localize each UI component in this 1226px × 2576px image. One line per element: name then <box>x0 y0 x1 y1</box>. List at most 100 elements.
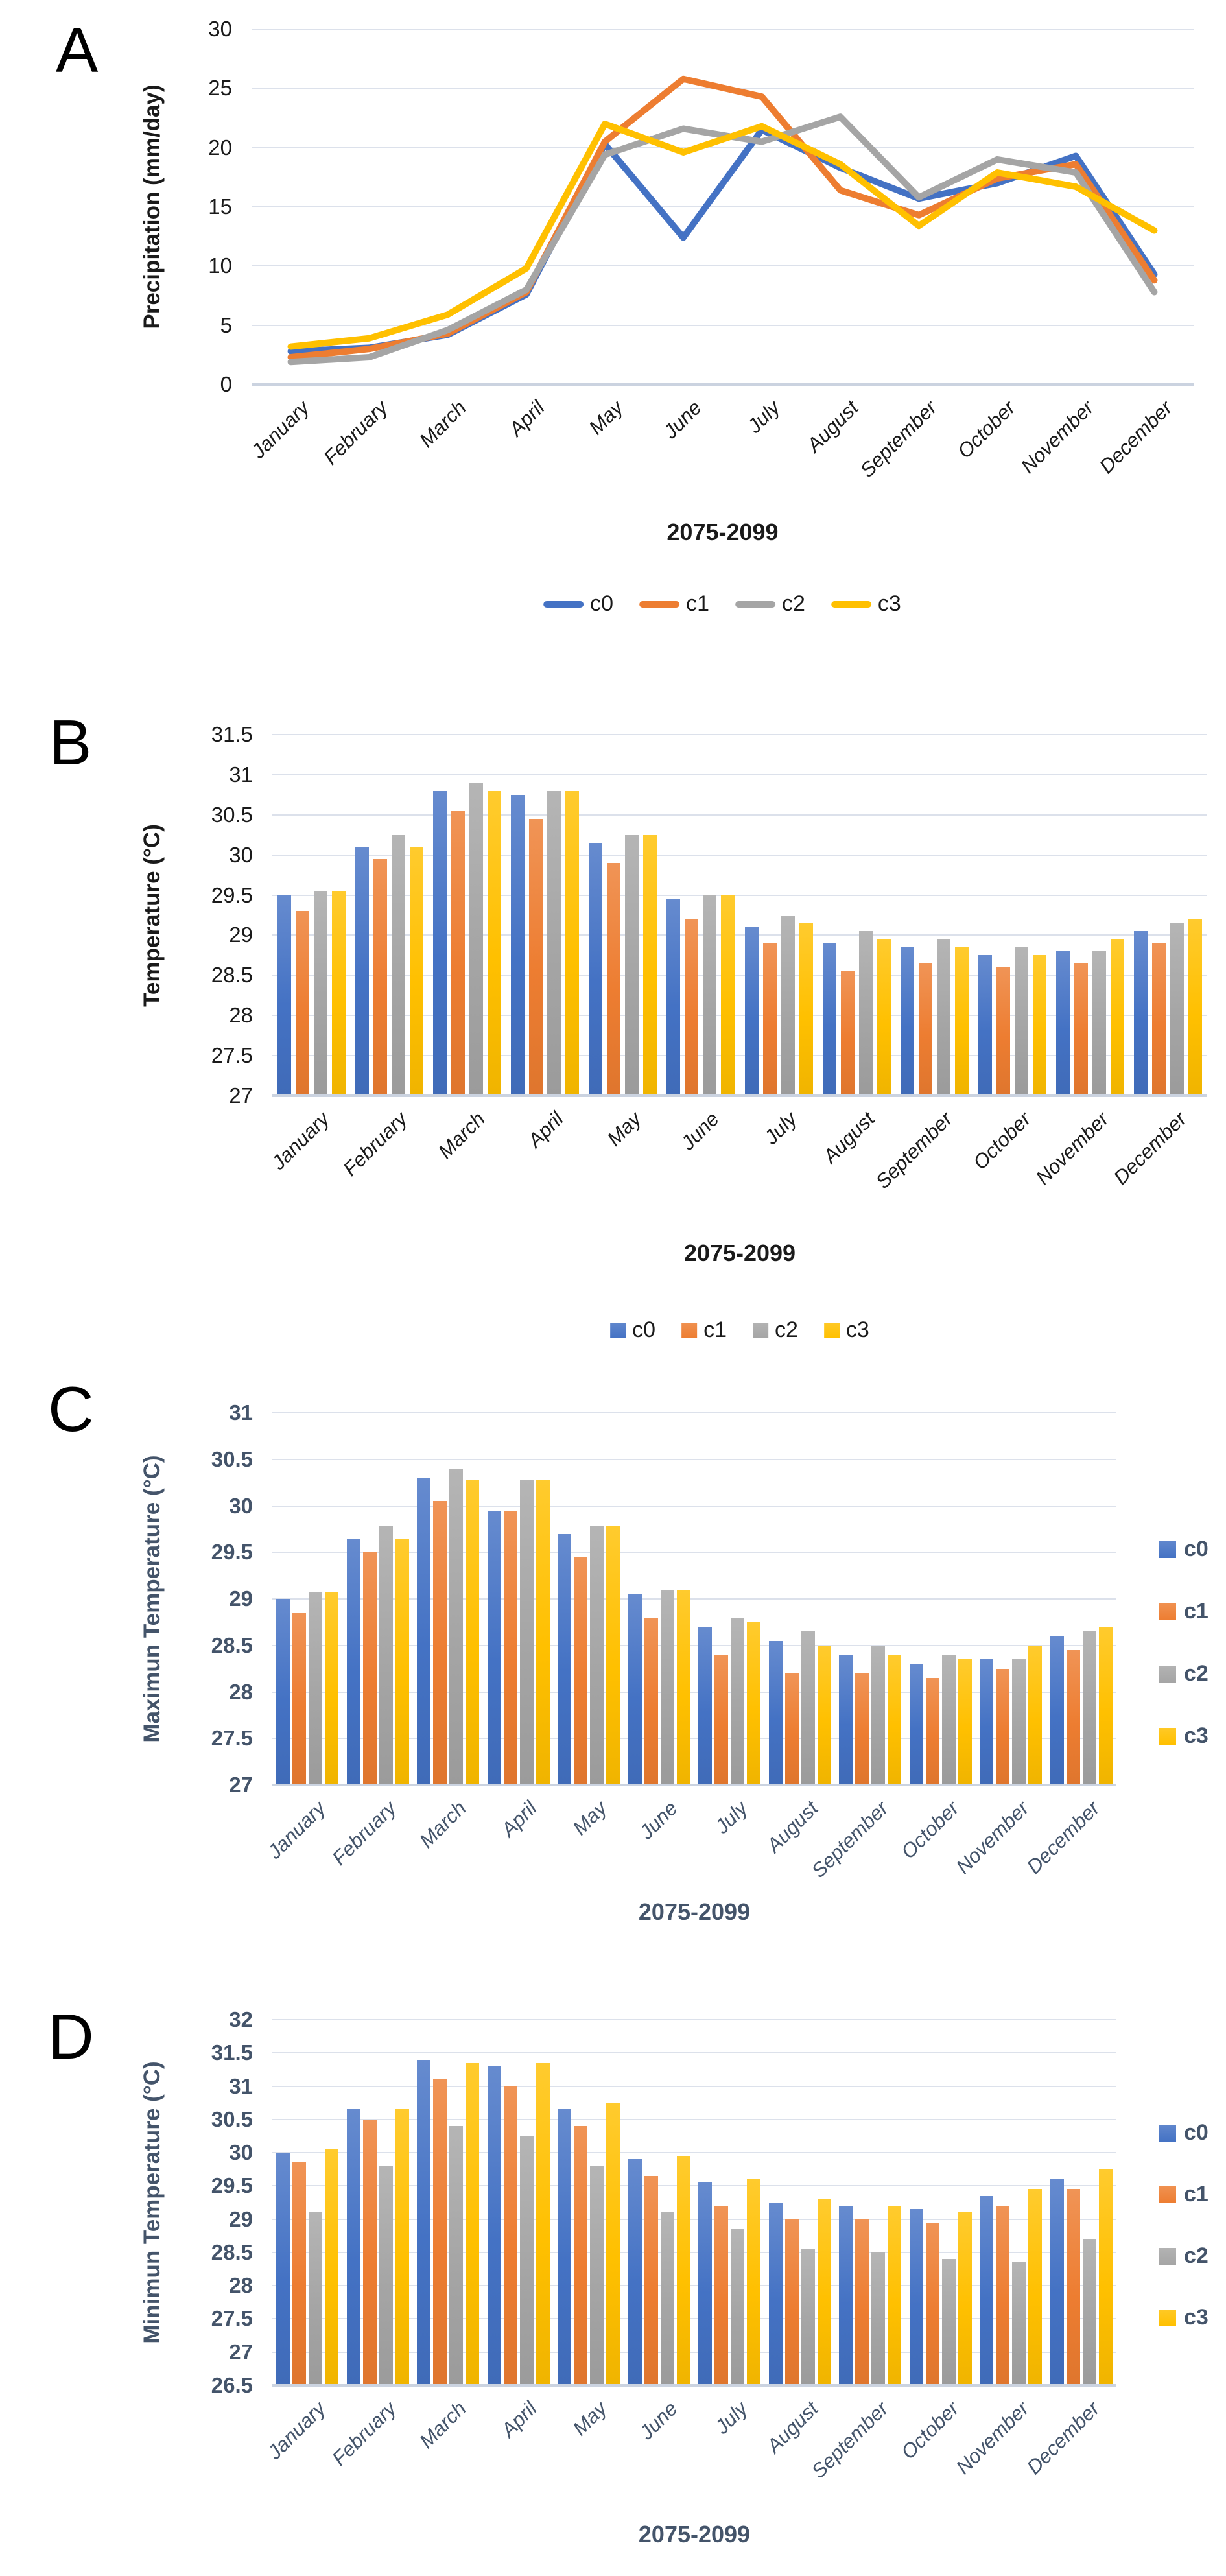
y-tick-label: 30 <box>229 2140 253 2165</box>
bar-c2 <box>731 2229 745 2384</box>
gridline <box>272 2085 1116 2087</box>
x-tick-label: May <box>568 1797 611 1840</box>
bar-c2 <box>519 1480 534 1784</box>
gridline <box>272 1644 1116 1646</box>
y-tick-label: 29 <box>229 923 253 947</box>
bar-c2 <box>547 790 561 1094</box>
bar-c1 <box>433 1501 447 1784</box>
bar-c2 <box>590 1526 604 1784</box>
bar-c1 <box>362 2119 377 2384</box>
x-axis-line <box>252 383 1194 386</box>
bar-c3 <box>877 939 891 1094</box>
x-tick-label: March <box>415 1797 471 1852</box>
legend-swatch-c0-icon <box>1159 2124 1176 2142</box>
gridline <box>272 2251 1116 2253</box>
gridline <box>272 2351 1116 2353</box>
bar-c2 <box>309 2212 323 2384</box>
x-tick-label: June <box>635 2397 682 2444</box>
bar-c3 <box>1098 1627 1113 1784</box>
bar-c3 <box>536 1480 550 1784</box>
y-tick-label: 31 <box>229 2074 253 2098</box>
bar-c0 <box>1050 2179 1064 2384</box>
legend-label: c3 <box>1184 1723 1208 1748</box>
x-axis-line <box>272 1094 1207 1097</box>
y-tick-label: 20 <box>208 135 232 160</box>
legend-label: c1 <box>703 1318 727 1342</box>
bar-c1 <box>996 1668 1010 1784</box>
bar-c3 <box>954 947 969 1094</box>
y-tick-label: 27.5 <box>211 2306 253 2331</box>
bar-c3 <box>747 1622 761 1784</box>
y-tick-label: 31.5 <box>211 2040 253 2065</box>
bar-c1 <box>855 1673 869 1784</box>
legend-item-c2: c2 <box>735 591 805 617</box>
bar-c0 <box>978 955 993 1094</box>
legend-swatch-c1-icon <box>1159 1603 1176 1620</box>
line-series-c0 <box>287 126 1158 355</box>
bar-c0 <box>487 1510 501 1784</box>
gridline <box>272 2318 1116 2320</box>
bar-c2 <box>941 1655 956 1784</box>
gridline <box>272 1015 1207 1017</box>
bar-c2 <box>871 1645 886 1784</box>
x-tick-label: February <box>338 1107 412 1181</box>
legend-item-c1: c1 <box>1159 1599 1208 1624</box>
x-axis-title: 2075-2099 <box>638 2521 751 2547</box>
legend-swatch-c2-icon <box>735 600 775 608</box>
bar-c3 <box>606 2103 620 2384</box>
bar-c2 <box>1012 1659 1026 1784</box>
gridline <box>272 2218 1116 2220</box>
y-tick-label: 29.5 <box>211 1540 253 1565</box>
legend-item-c2: c2 <box>1159 1661 1208 1686</box>
y-tick-label: 29 <box>229 2206 253 2231</box>
legend-swatch-c2-icon <box>753 1322 768 1338</box>
bar-c3 <box>325 1591 339 1784</box>
x-tick-label: December <box>1022 1797 1104 1878</box>
bar-c0 <box>744 927 759 1094</box>
legend-label: c1 <box>1184 1599 1208 1624</box>
panel-b-label: B <box>49 707 92 778</box>
line-series-c1 <box>287 75 1158 360</box>
bar-c0 <box>589 843 603 1094</box>
x-tick-label: July <box>743 396 784 438</box>
panel-d-label: D <box>48 2001 94 2072</box>
legend-label: c0 <box>1184 1537 1208 1561</box>
panel-a-label: A <box>56 14 99 86</box>
y-tick-label: 30.5 <box>211 802 253 827</box>
y-tick-label: 30.5 <box>211 2107 253 2131</box>
y-tick-label: 26.5 <box>211 2373 253 2397</box>
bar-c2 <box>936 939 950 1094</box>
x-tick-label: March <box>415 2397 471 2453</box>
gridline <box>272 774 1207 775</box>
bar-c0 <box>417 2059 431 2384</box>
gridline <box>272 734 1207 735</box>
bar-c0 <box>277 895 291 1094</box>
x-tick-label: October <box>968 1107 1035 1174</box>
legend-swatch-c3-icon <box>1159 2309 1176 2326</box>
x-tick-label: October <box>896 1797 963 1863</box>
y-tick-label: 29.5 <box>211 2173 253 2198</box>
x-tick-label: February <box>327 1797 401 1870</box>
x-tick-label: November <box>952 2397 1033 2479</box>
legend-item-c2: c2 <box>1159 2243 1208 2269</box>
x-axis-title: 2075-2099 <box>638 1898 751 1925</box>
x-tick-label: April <box>504 396 549 441</box>
bar-c1 <box>996 2206 1010 2384</box>
bar-c0 <box>355 847 369 1094</box>
gridline <box>272 2118 1116 2120</box>
bar-c1 <box>433 2079 447 2384</box>
bar-c2 <box>449 1469 464 1784</box>
x-tick-label: June <box>635 1797 682 1844</box>
gridline <box>272 1691 1116 1693</box>
bar-c2 <box>379 1526 393 1784</box>
bar-c2 <box>625 834 639 1094</box>
gridline <box>252 265 1194 267</box>
y-tick-label: 28 <box>229 1003 253 1028</box>
gridline <box>272 2285 1116 2287</box>
bar-c3 <box>466 2062 480 2384</box>
bar-c0 <box>839 1655 853 1784</box>
gridline <box>272 814 1207 816</box>
x-tick-label: January <box>267 1107 334 1174</box>
bar-c3 <box>536 2062 550 2384</box>
